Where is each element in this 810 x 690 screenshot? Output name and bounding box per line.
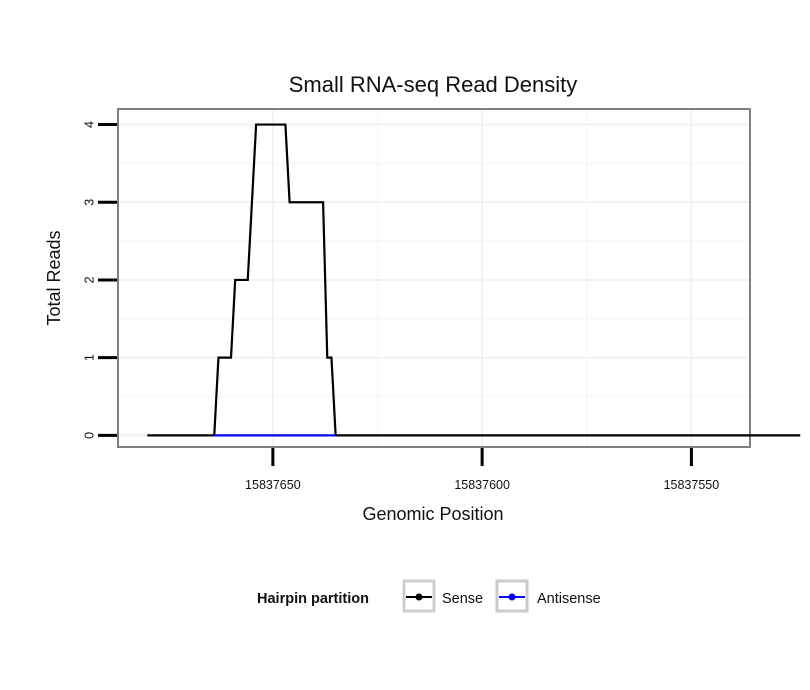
- legend-title: Hairpin partition: [257, 591, 369, 607]
- legend-entry-sense: Sense: [402, 579, 483, 613]
- legend-label-antisense: Antisense: [537, 591, 601, 607]
- x-tick-label: 15837600: [454, 478, 510, 492]
- x-axis: 15837650 15837600 15837550: [245, 448, 719, 492]
- y-tick-label: 2: [82, 276, 96, 283]
- y-axis: 0 1 2 3 4: [82, 121, 117, 439]
- x-tick-label: 15837550: [664, 478, 720, 492]
- grid: [118, 109, 750, 447]
- x-tick-label: 15837650: [245, 478, 301, 492]
- x-axis-title: Genomic Position: [362, 504, 503, 524]
- y-tick-label: 0: [82, 432, 96, 439]
- legend-key-point: [415, 593, 423, 601]
- legend: Hairpin partition Sense Antisense: [257, 579, 601, 613]
- chart-title: Small RNA-seq Read Density: [289, 72, 578, 97]
- legend-entry-antisense: Antisense: [495, 579, 601, 613]
- y-axis-title: Total Reads: [44, 230, 64, 325]
- y-tick-label: 4: [82, 121, 96, 128]
- legend-label-sense: Sense: [442, 591, 483, 607]
- y-tick-label: 3: [82, 199, 96, 206]
- series-layer: [147, 123, 801, 437]
- y-tick-label: 1: [82, 354, 96, 361]
- series-line-sense: [147, 123, 801, 437]
- plot-border: [117, 108, 751, 448]
- legend-key-point: [508, 593, 516, 601]
